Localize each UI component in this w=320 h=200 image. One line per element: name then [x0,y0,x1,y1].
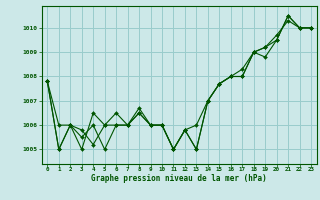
X-axis label: Graphe pression niveau de la mer (hPa): Graphe pression niveau de la mer (hPa) [91,174,267,183]
